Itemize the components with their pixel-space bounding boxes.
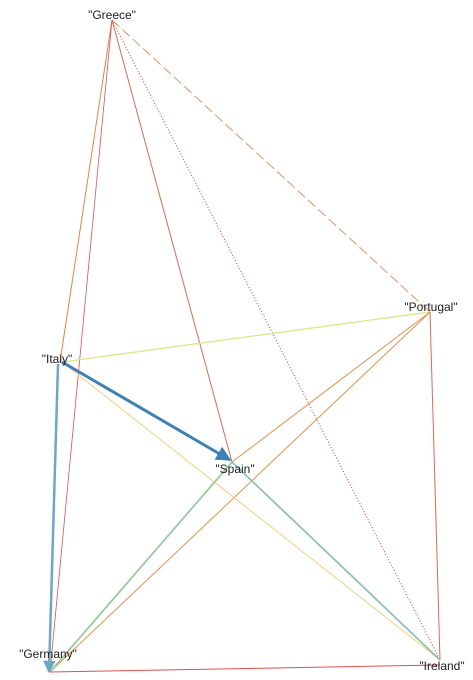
edge: [49, 664, 441, 673]
node-label: "Germany": [19, 647, 77, 661]
node-label: "Ireland": [419, 659, 464, 673]
node-label: "Portugal": [404, 300, 457, 314]
edge: [43, 363, 60, 674]
edge: [429, 311, 441, 661]
edge: [49, 19, 113, 673]
node-label: "Greece": [88, 8, 136, 22]
edge: [49, 461, 233, 673]
node-label: "Spain": [215, 462, 254, 476]
edge: [111, 19, 233, 463]
edge: [59, 19, 113, 363]
edge: [111, 19, 441, 661]
edge: [231, 311, 431, 463]
edge: [49, 311, 431, 673]
edge: [61, 311, 431, 363]
edges: [43, 19, 441, 674]
edge: [111, 19, 431, 313]
edge: [61, 360, 232, 462]
node-label: "Italy": [42, 352, 73, 366]
edge: [231, 461, 441, 661]
labels: "Greece" "Portugal" "Italy" "Spain" "Ger…: [19, 8, 465, 673]
edge: [61, 361, 441, 661]
